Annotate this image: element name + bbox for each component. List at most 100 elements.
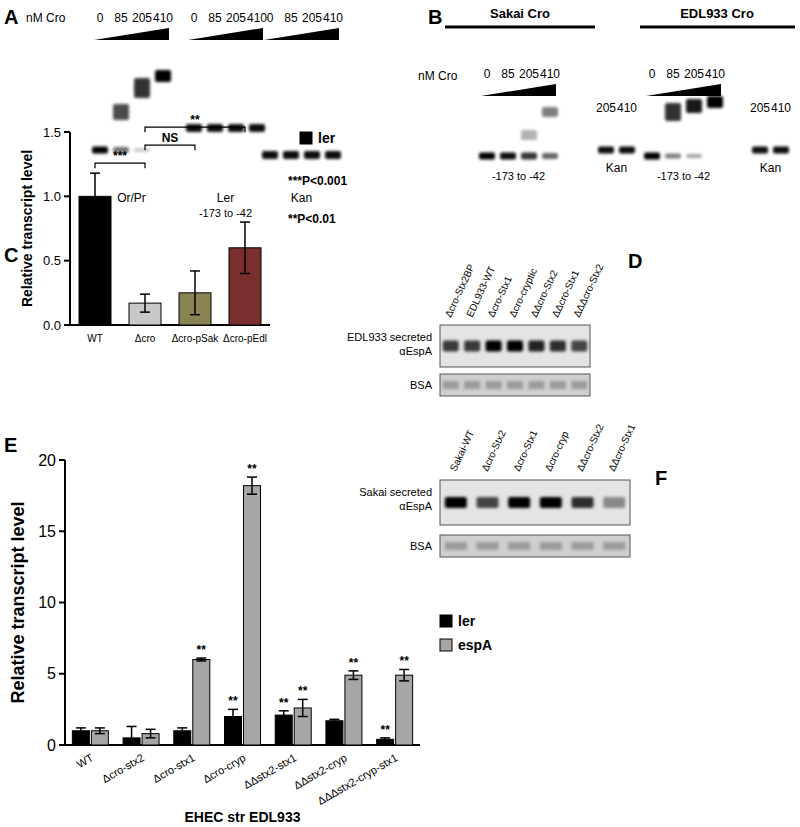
significance-bracket [145, 145, 195, 150]
concentration-wedge [94, 28, 169, 40]
error-bar [279, 711, 289, 720]
significance-label: ** [298, 684, 308, 698]
gel-band [619, 147, 635, 154]
y-tick-label: 1.5 [43, 125, 61, 140]
gel-band [443, 341, 459, 352]
gel-band [464, 341, 480, 352]
annotation: *** [113, 149, 127, 163]
gel-band [134, 78, 150, 98]
error-bar-cap [329, 721, 339, 723]
error-bar-cap [196, 657, 206, 659]
group-bar [445, 26, 595, 29]
error-bar [247, 477, 257, 494]
error-bar-cap [247, 493, 257, 495]
gel-band [507, 341, 523, 352]
gel-band [134, 148, 150, 152]
error-bar-cap [279, 710, 289, 712]
significance-label: ** [279, 696, 289, 710]
gel-band [500, 153, 516, 160]
control-lane-label: 410 [771, 101, 791, 115]
error-bar-cap [279, 719, 289, 721]
gel-band [325, 151, 341, 159]
lane-label: 0 [97, 11, 104, 25]
group-bar [640, 26, 795, 29]
gel-band [207, 124, 223, 132]
group-title: EDL933 Cro [680, 6, 754, 21]
bsa-band [507, 381, 523, 389]
gel-band [486, 341, 502, 352]
significance-label: ** [380, 723, 390, 737]
bsa-band [477, 542, 499, 550]
y-axis-label: Relative transcript level [8, 501, 28, 703]
y-tick [64, 324, 70, 326]
error-bar-stem [144, 294, 146, 312]
lane-label: 410 [153, 11, 173, 25]
note: ***P<0.001 [288, 174, 347, 188]
error-bar [90, 173, 100, 219]
lane-label: ΔΔcro-Stx1 [606, 422, 638, 473]
error-bar [95, 728, 105, 734]
error-bar [380, 738, 390, 741]
y-tick-label: 0.0 [43, 318, 61, 333]
gel-band [542, 107, 558, 117]
gel-band [542, 153, 558, 159]
error-bar-cap [76, 733, 86, 735]
error-bar-stem [232, 709, 234, 723]
error-bar-cap [190, 270, 200, 272]
gel-band [540, 497, 562, 508]
lane-label: 85 [666, 67, 680, 81]
blot [440, 325, 590, 367]
y-tick-label: 5 [47, 665, 56, 682]
bar [174, 731, 191, 745]
error-bar-cap [399, 669, 409, 671]
y-tick [59, 459, 65, 461]
error-bar [228, 709, 238, 723]
gel-band [477, 497, 499, 508]
error-bar [140, 294, 150, 312]
bsa-blot [440, 374, 590, 396]
lane-label: 410 [705, 67, 725, 81]
bar [345, 675, 362, 745]
error-bar-stem [99, 728, 101, 734]
gel-band [92, 147, 108, 154]
bsa-band [445, 542, 467, 550]
control-lane-label: 205 [596, 101, 616, 115]
lane-label: 205 [684, 67, 704, 81]
lane-label: 410 [247, 11, 267, 25]
significance-label: ** [228, 694, 238, 708]
lane-label: 0 [191, 11, 198, 25]
error-bar-stem [194, 271, 196, 315]
error-bar [329, 719, 339, 722]
annotation: ** [190, 113, 200, 127]
error-bar [190, 271, 200, 315]
control-label: Kan [760, 161, 781, 175]
error-bar-cap [240, 273, 250, 275]
error-bar [127, 726, 137, 745]
gel-band [707, 96, 723, 108]
error-bar-cap [298, 716, 308, 718]
gel-band [283, 151, 299, 159]
error-bar-cap [146, 737, 156, 739]
error-bar-stem [302, 699, 304, 716]
bsa-band [486, 381, 502, 389]
gel-band [603, 497, 625, 508]
error-bar-stem [182, 728, 184, 734]
gel-band [155, 70, 171, 82]
gel-band [571, 341, 587, 352]
loading-label: BSA [410, 540, 433, 552]
plot-area [72, 477, 412, 745]
lane-label: 205 [132, 11, 152, 25]
x-tick-label: Δcro-stx2 [100, 751, 146, 785]
gel-band [445, 497, 467, 508]
error-bar-stem [251, 477, 253, 494]
bsa-band [443, 381, 459, 389]
bsa-band [540, 542, 562, 550]
blot-label: Sakai secretedαEspA [359, 486, 432, 512]
panel-label: D [628, 250, 642, 272]
lane-label: 85 [114, 11, 128, 25]
error-bar [240, 222, 250, 273]
gel-band [644, 153, 660, 160]
error-bar-cap [399, 680, 409, 682]
error-bar-cap [127, 726, 137, 728]
gel-band [686, 99, 702, 113]
